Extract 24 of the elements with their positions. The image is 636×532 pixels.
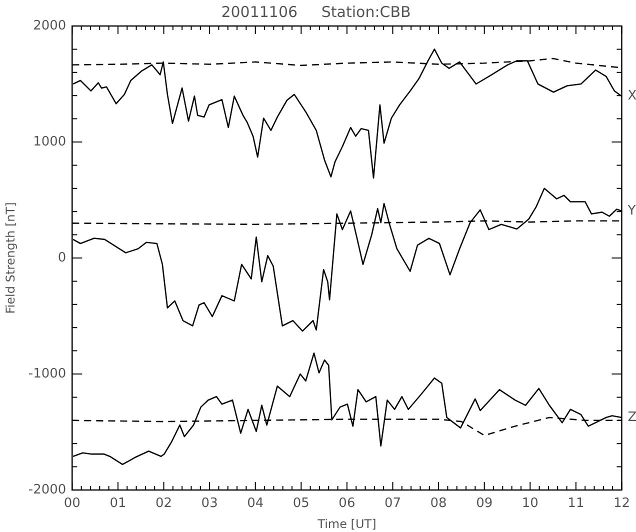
x-tick-label: 10 [522, 496, 538, 512]
x-tick-label: 02 [155, 496, 172, 512]
chart-title: 20011106 Station:CBB [221, 2, 411, 21]
x-tick-label: 08 [430, 496, 447, 512]
legend-label: Y [626, 203, 636, 218]
x-tick-label: 12 [613, 496, 630, 512]
y-tick-label: 1000 [33, 134, 66, 150]
x-tick-label: 09 [476, 496, 493, 512]
y-tick-label: 2000 [33, 18, 66, 34]
x-tick-label: 06 [338, 496, 356, 512]
y-tick-label: 0 [58, 250, 66, 266]
x-axis-title: Time [UT] [316, 516, 376, 531]
x-tick-label: 05 [292, 496, 310, 512]
y-tick-label: -2000 [28, 482, 66, 498]
y-axis-title: Field Strength [nT] [3, 202, 18, 314]
x-tick-label: 03 [201, 496, 218, 512]
x-tick-label: 00 [64, 496, 80, 512]
legend-label: X [628, 88, 636, 104]
x-tick-label: 01 [110, 496, 126, 512]
x-tick-label: 11 [568, 496, 584, 512]
x-tick-label: 04 [247, 496, 264, 512]
x-tick-label: 07 [384, 496, 402, 512]
y-tick-label: -1000 [28, 366, 66, 382]
legend-label: Z [628, 410, 636, 425]
